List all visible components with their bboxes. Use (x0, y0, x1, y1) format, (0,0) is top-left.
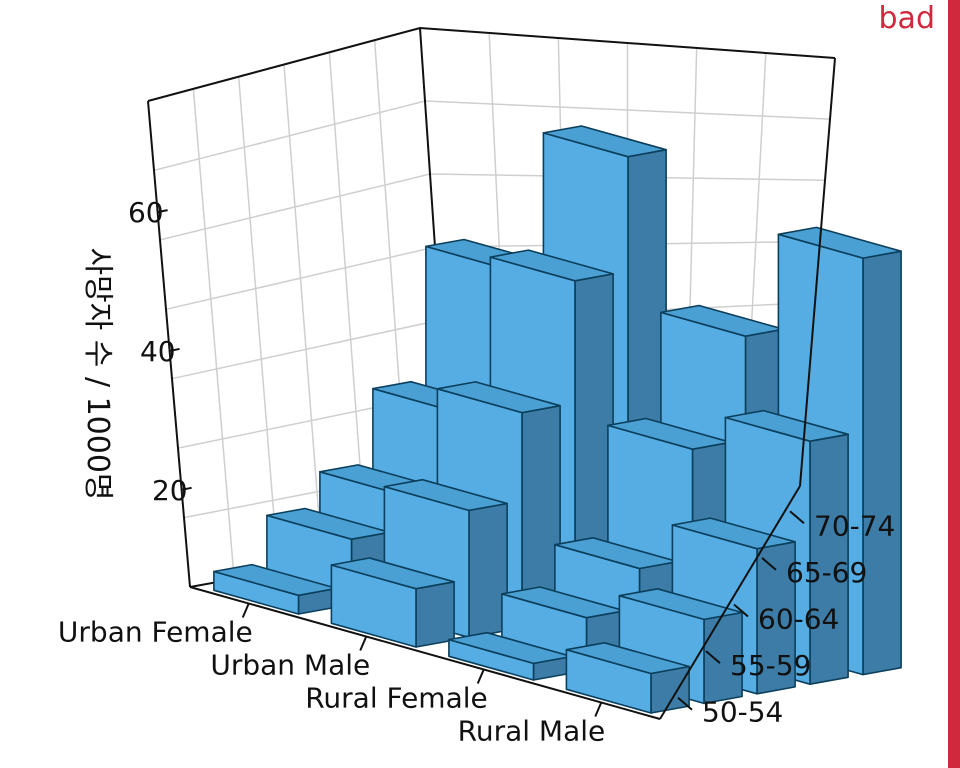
bar-top (489, 249, 614, 282)
x-tick (476, 669, 485, 684)
z-tick-label: 40 (140, 335, 176, 368)
grid-line (283, 64, 324, 564)
z-tick-label: 60 (128, 196, 164, 229)
y-tick (733, 603, 749, 618)
y-tick-label: 60-64 (758, 603, 839, 636)
grid-line (159, 173, 826, 241)
z-tick (181, 486, 192, 491)
bar-side (415, 580, 455, 648)
x-tick-label: Rural Male (458, 715, 606, 748)
z-tick (169, 347, 180, 352)
x-tick-label: Urban Female (58, 616, 253, 649)
badge-bar (948, 0, 960, 768)
bar-top (330, 557, 455, 590)
bar-top (542, 125, 667, 158)
bar-side (862, 250, 902, 676)
grid-line (153, 100, 831, 172)
x-axis-line (189, 586, 661, 720)
grid-line (237, 76, 280, 572)
y-tick-label: 50-54 (702, 696, 783, 729)
z-axis-line (147, 100, 191, 588)
bar (330, 557, 455, 648)
grid-line (192, 88, 235, 580)
bar (565, 641, 690, 714)
bar (448, 631, 573, 681)
y-tick-label: 65-69 (786, 556, 867, 589)
y-axis-line (659, 485, 801, 720)
bar-top (724, 409, 849, 443)
y-tick (789, 510, 805, 525)
x-tick-label: Rural Female (305, 682, 488, 715)
z-tick-label: 20 (152, 474, 188, 507)
bar-top (436, 381, 561, 414)
y-tick (761, 557, 777, 571)
bar-side (650, 665, 690, 714)
x-tick (359, 636, 368, 651)
bars (213, 125, 902, 714)
axes (147, 57, 836, 720)
bar-top (671, 517, 796, 550)
y-tick-label: 70-74 (814, 509, 895, 542)
y-tick (677, 696, 693, 711)
x-tick (594, 702, 603, 717)
z-tick (157, 209, 168, 214)
badge-label: bad (879, 1, 935, 36)
x-tick-label: Urban Male (210, 649, 370, 682)
bar-top (383, 478, 508, 512)
y-tick (705, 650, 721, 664)
box-right-edge (799, 57, 836, 487)
y-tick-label: 55-59 (730, 649, 811, 682)
x-tick (241, 603, 250, 618)
z-axis-title: 사망자 수 / 1000명 (80, 247, 115, 500)
bar-top (777, 226, 902, 259)
bar-top (565, 641, 690, 675)
